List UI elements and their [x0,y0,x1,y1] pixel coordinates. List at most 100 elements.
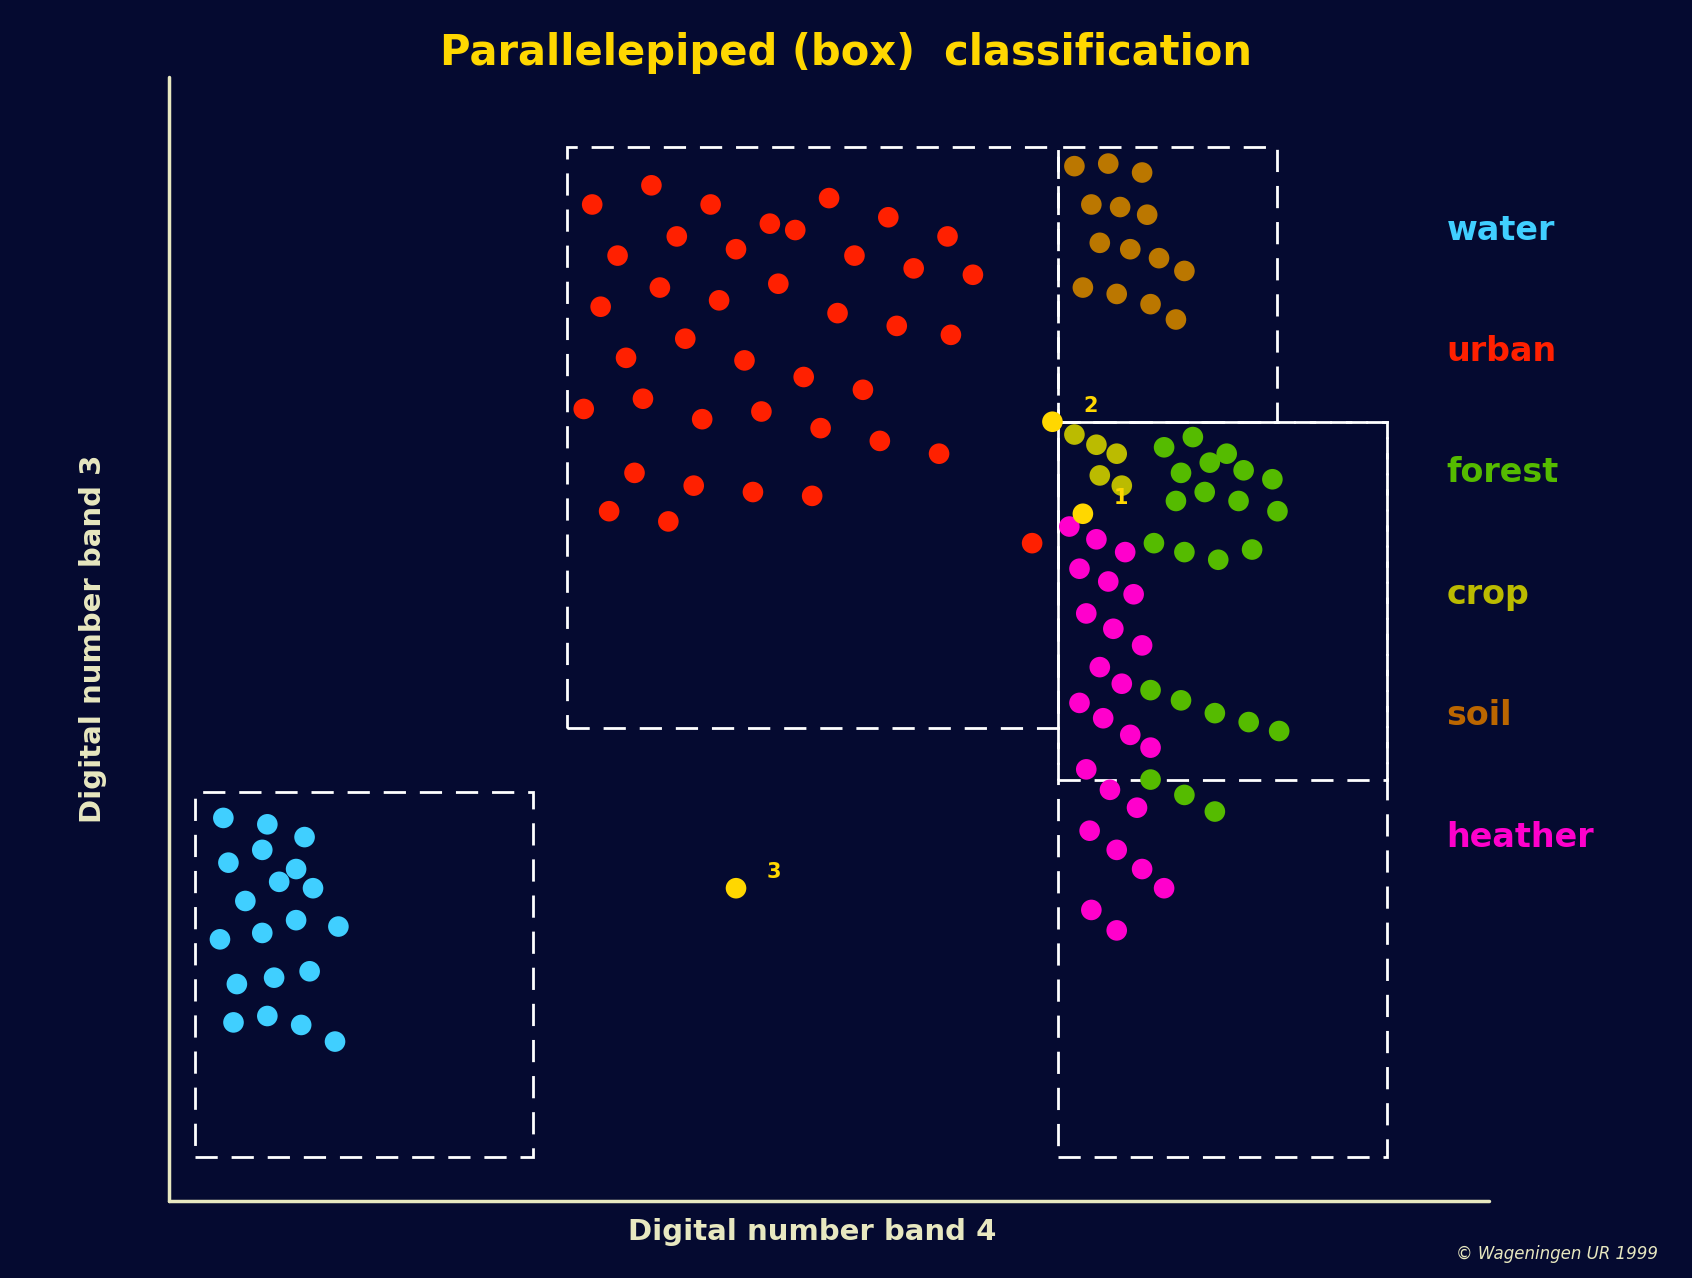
Point [706,290,733,311]
Point [325,916,352,937]
Point [900,258,927,279]
Point [1129,635,1156,656]
Point [1179,427,1206,447]
Point [765,273,792,294]
Text: 3: 3 [766,861,782,882]
Point [1086,465,1113,486]
Point [1137,769,1164,790]
Text: urban: urban [1447,335,1557,368]
Point [1225,491,1252,511]
Text: 2: 2 [1083,395,1098,415]
Point [1171,542,1198,562]
Point [261,967,288,988]
Text: © Wageningen UR 1999: © Wageningen UR 1999 [1457,1245,1658,1263]
Point [1090,708,1117,728]
Point [824,303,851,323]
Point [283,859,310,879]
Point [934,226,961,247]
Point [579,194,606,215]
Point [689,409,716,429]
Point [1196,452,1223,473]
Point [1076,820,1103,841]
Point [249,840,276,860]
Point [883,316,910,336]
Point [1078,900,1105,920]
Point [866,431,893,451]
Bar [567,147,1058,728]
Text: Parallelepiped (box)  classification: Parallelepiped (box) classification [440,32,1252,74]
Point [1201,703,1228,723]
Point [1129,162,1156,183]
Point [1123,797,1151,818]
Point [1162,309,1189,330]
Point [1103,840,1130,860]
Point [1145,248,1173,268]
Point [1151,437,1178,458]
Point [1061,156,1088,176]
Point [1086,657,1113,677]
Point [604,245,631,266]
Point [613,348,640,368]
Point [254,1006,281,1026]
Point [1078,194,1105,215]
Point [266,872,293,892]
Point [291,827,318,847]
Point [1134,204,1161,225]
Point [587,296,614,317]
Point [1019,533,1046,553]
Point [254,814,281,835]
Point [1264,501,1291,521]
Point [249,923,276,943]
Point [646,277,673,298]
Point [638,175,665,196]
Point [206,929,233,950]
Point [672,328,699,349]
Point [1117,239,1144,259]
Point [1112,542,1139,562]
Point [1171,261,1198,281]
Point [1191,482,1218,502]
Point [663,226,690,247]
Point [1066,693,1093,713]
Point [1167,690,1195,711]
Text: crop: crop [1447,578,1530,611]
Point [722,239,750,259]
Point [1117,725,1144,745]
Point [1056,516,1083,537]
Point [1066,558,1093,579]
Point [232,891,259,911]
Point [1266,721,1293,741]
Point [570,399,597,419]
Point [1235,712,1262,732]
Point [1259,469,1286,489]
Point [799,486,826,506]
Point [1137,294,1164,314]
Bar [195,792,533,1157]
Point [1239,539,1266,560]
Point [283,910,310,930]
Point [296,961,323,982]
Point [629,389,656,409]
Point [215,852,242,873]
Point [1061,424,1088,445]
Point [1230,460,1257,481]
Bar [1058,422,1387,780]
Point [1213,443,1240,464]
Point [1103,443,1130,464]
Point [790,367,817,387]
Point [1120,584,1147,604]
Point [1162,491,1189,511]
Point [1095,153,1122,174]
Point [1151,878,1178,898]
Point [1137,737,1164,758]
Point [1201,801,1228,822]
Point [1167,463,1195,483]
Point [1073,603,1100,624]
Point [1096,780,1123,800]
Point [841,245,868,266]
Point [1069,277,1096,298]
Point [756,213,783,234]
Point [210,808,237,828]
Point [1107,197,1134,217]
Point [299,878,327,898]
